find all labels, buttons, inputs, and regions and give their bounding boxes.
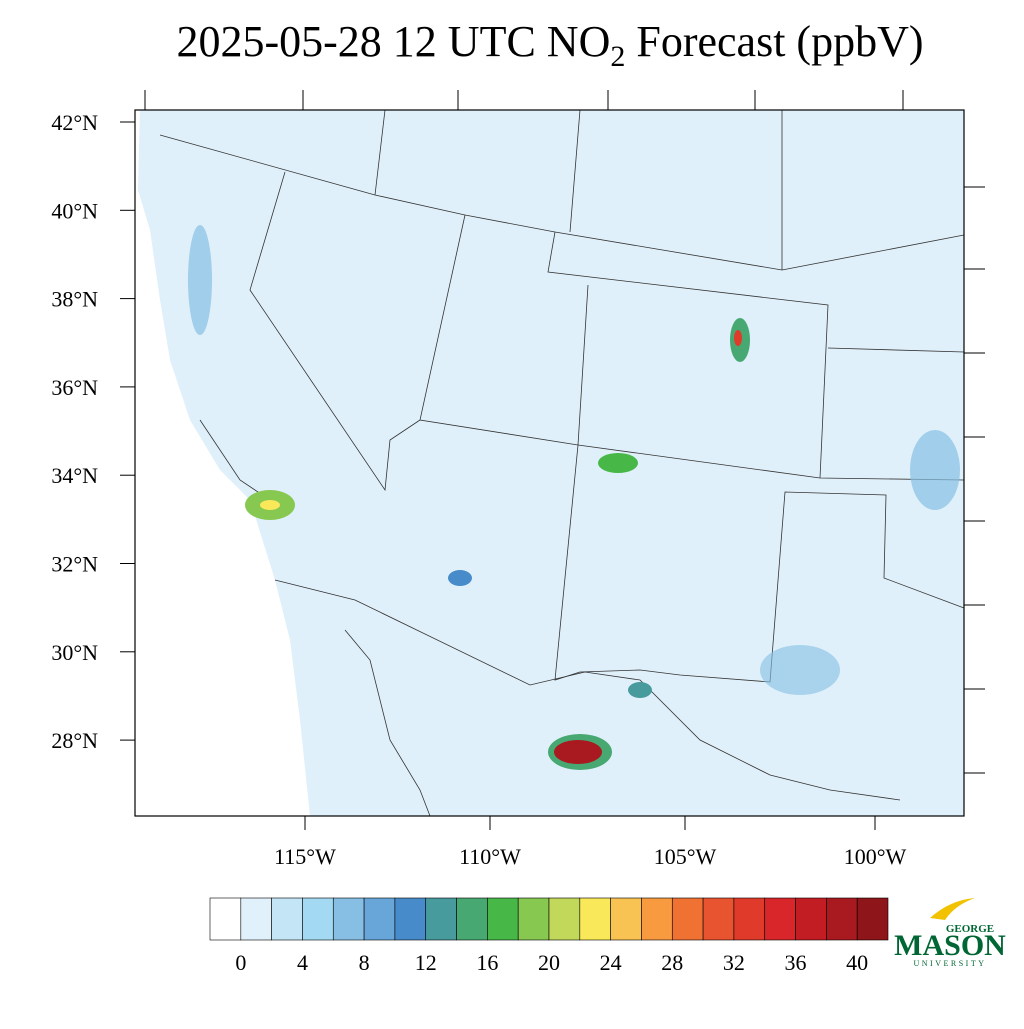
colorbar-label: 20 (538, 950, 560, 975)
state-border (554, 284, 965, 683)
colorbar-box (456, 897, 488, 941)
colorbar-label: 4 (297, 950, 308, 975)
colorbar-box (425, 897, 457, 941)
lat-label: 36°N (51, 375, 98, 400)
state-border (547, 231, 829, 479)
plume (760, 645, 840, 695)
ocean (135, 110, 310, 816)
colorbar-box (826, 897, 858, 941)
logo: GEORGE MASON UNIVERSITY (894, 898, 1006, 968)
plume (598, 453, 638, 473)
colorbar-box (641, 897, 673, 941)
map-frame (134, 109, 965, 817)
lon-label: 115°W (274, 844, 336, 869)
title: 2025-05-28 12 UTC NO2 Forecast (ppbV) (177, 17, 924, 73)
colorbar-box (733, 897, 766, 941)
colorbar-box (487, 897, 519, 941)
colorbar-label: 12 (415, 950, 437, 975)
colorbar-label: 24 (600, 950, 622, 975)
plume (260, 500, 280, 510)
lat-label: 30°N (51, 640, 98, 665)
lat-label: 28°N (51, 728, 98, 753)
logo-main: MASON (894, 929, 1006, 962)
colorbar-box (702, 897, 735, 941)
lat-label: 34°N (51, 463, 98, 488)
plume (448, 570, 472, 586)
colorbar-label: 36 (785, 950, 807, 975)
colorbar-box (671, 897, 704, 941)
title-prefix: 2025-05-28 12 UTC NO (177, 17, 611, 66)
colorbar-box (795, 897, 827, 941)
colorbar-box (240, 897, 272, 941)
state-border (374, 109, 965, 353)
state-border (159, 134, 965, 271)
colorbar: 0 4 8 12 16 20 24 28 32 36 40 (209, 897, 889, 975)
colorbar-box (548, 897, 581, 941)
plume (554, 740, 602, 764)
axis-labels: 42°N 40°N 38°N 36°N 34°N 32°N 30°N 28°N 115°W 110… (51, 90, 985, 869)
title-suffix: Forecast (ppbV) (625, 17, 923, 66)
colorbar-box (209, 897, 242, 941)
colorbar-label: 16 (476, 950, 498, 975)
lat-label: 40°N (51, 198, 98, 223)
colorbar-label: 32 (723, 950, 745, 975)
lat-label: 32°N (51, 552, 98, 577)
plume (188, 225, 212, 335)
colorbar-box (610, 897, 642, 941)
colorbar-box (363, 897, 396, 941)
lat-label: 42°N (51, 110, 98, 135)
map (134, 109, 965, 817)
colorbar-label: 0 (235, 950, 246, 975)
colorbar-label: 8 (359, 950, 370, 975)
plume (628, 682, 652, 698)
title-subscript: 2 (610, 40, 625, 73)
lon-label: 100°W (844, 844, 907, 869)
colorbar-box (271, 897, 303, 941)
colorbar-box (332, 897, 365, 941)
colorbar-box (764, 897, 796, 941)
colorbar-label: 28 (661, 950, 683, 975)
plume (734, 330, 742, 346)
country-border (274, 579, 901, 801)
colorbar-label: 40 (846, 950, 868, 975)
lon-label: 110°W (459, 844, 521, 869)
colorbar-box (579, 897, 611, 941)
lat-label: 38°N (51, 287, 98, 312)
state-border (249, 171, 421, 492)
logo-top: GEORGE (946, 923, 994, 935)
logo-flame (930, 898, 975, 920)
colorbar-box (302, 897, 334, 941)
logo-bottom: UNIVERSITY (914, 959, 987, 968)
plume (910, 430, 960, 510)
lon-label: 105°W (654, 844, 717, 869)
colorbar-box (517, 897, 550, 941)
colorbar-box (394, 897, 427, 941)
colorbar-box (856, 897, 889, 941)
